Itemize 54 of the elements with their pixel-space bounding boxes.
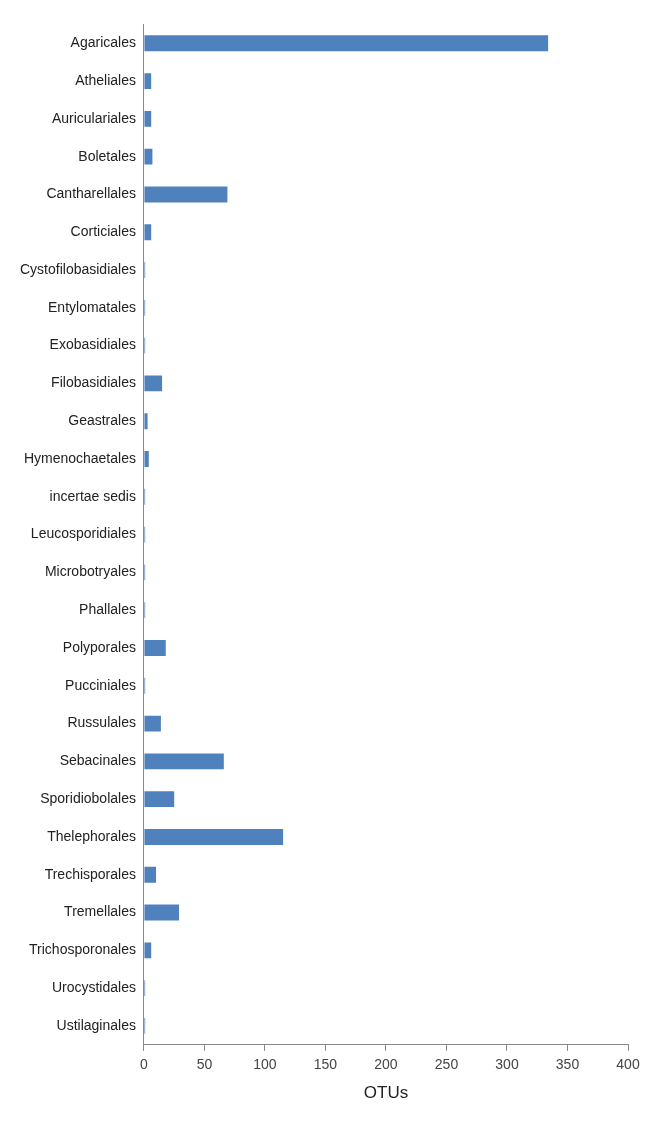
y-tick-label: Trichosporonales [29,941,136,958]
bar [144,110,152,127]
x-tick-label: 300 [495,1056,519,1073]
y-tick-label: Microbotryales [44,563,136,580]
y-tick-label: Polyporales [62,638,136,655]
bar [144,640,166,656]
y-tick-label: Russulales [67,714,136,731]
x-tick-label: 150 [313,1056,338,1073]
bar [144,148,153,165]
y-tick-label: Ustilaginales [56,1016,136,1033]
y-tick-label: Filobasidiales [51,374,136,391]
bar [144,715,161,732]
y-tick-label: Cantharellales [46,185,136,202]
bar [144,904,180,921]
x-axis-title: OTUs [363,1083,409,1103]
y-tick-label: Pucciniales [65,676,136,693]
bar [144,791,175,808]
y-tick-label: Exobasidiales [49,336,136,353]
x-tick-label: 350 [555,1056,580,1073]
x-tick-label: 200 [374,1056,398,1073]
x-tick-label: 50 [196,1056,213,1073]
bar [144,866,157,883]
y-tick-label: Leucosporidiales [30,525,136,542]
y-tick-label: Sebacinales [59,752,136,769]
x-tick-label: 400 [616,1056,640,1073]
bar [144,186,228,203]
y-tick-label: Thelephorales [47,827,136,844]
y-tick-label: Atheliales [75,71,136,88]
bar [144,35,549,52]
bar [144,224,152,241]
x-tick-label: 100 [253,1056,277,1073]
bar [144,753,224,770]
y-tick-label: incertae sedis [49,487,136,504]
y-tick-label: Urocystidales [51,978,136,995]
y-tick-label: Boletales [78,147,136,164]
y-tick-label: Corticiales [70,223,136,240]
y-tick-label: Trechisporales [44,865,136,882]
bar [144,413,148,430]
y-tick-label: Cystofilobasidiales [19,260,136,277]
y-tick-label: Tremellales [64,903,136,920]
bar [144,375,163,392]
x-tick-label: 250 [434,1056,459,1073]
bar [144,73,152,90]
bar [144,942,152,959]
y-tick-label: Entylomatales [48,298,136,315]
y-tick-label: Phallales [79,601,136,618]
bar [144,829,284,845]
y-tick-label: Geastrales [68,412,136,429]
x-tick-label: 0 [140,1056,149,1073]
y-tick-label: Auriculariales [51,109,136,126]
bar [144,451,149,467]
y-tick-label: Agaricales [70,34,136,51]
y-tick-label: Hymenochaetales [23,449,136,466]
y-tick-label: Sporidiobolales [40,790,136,807]
